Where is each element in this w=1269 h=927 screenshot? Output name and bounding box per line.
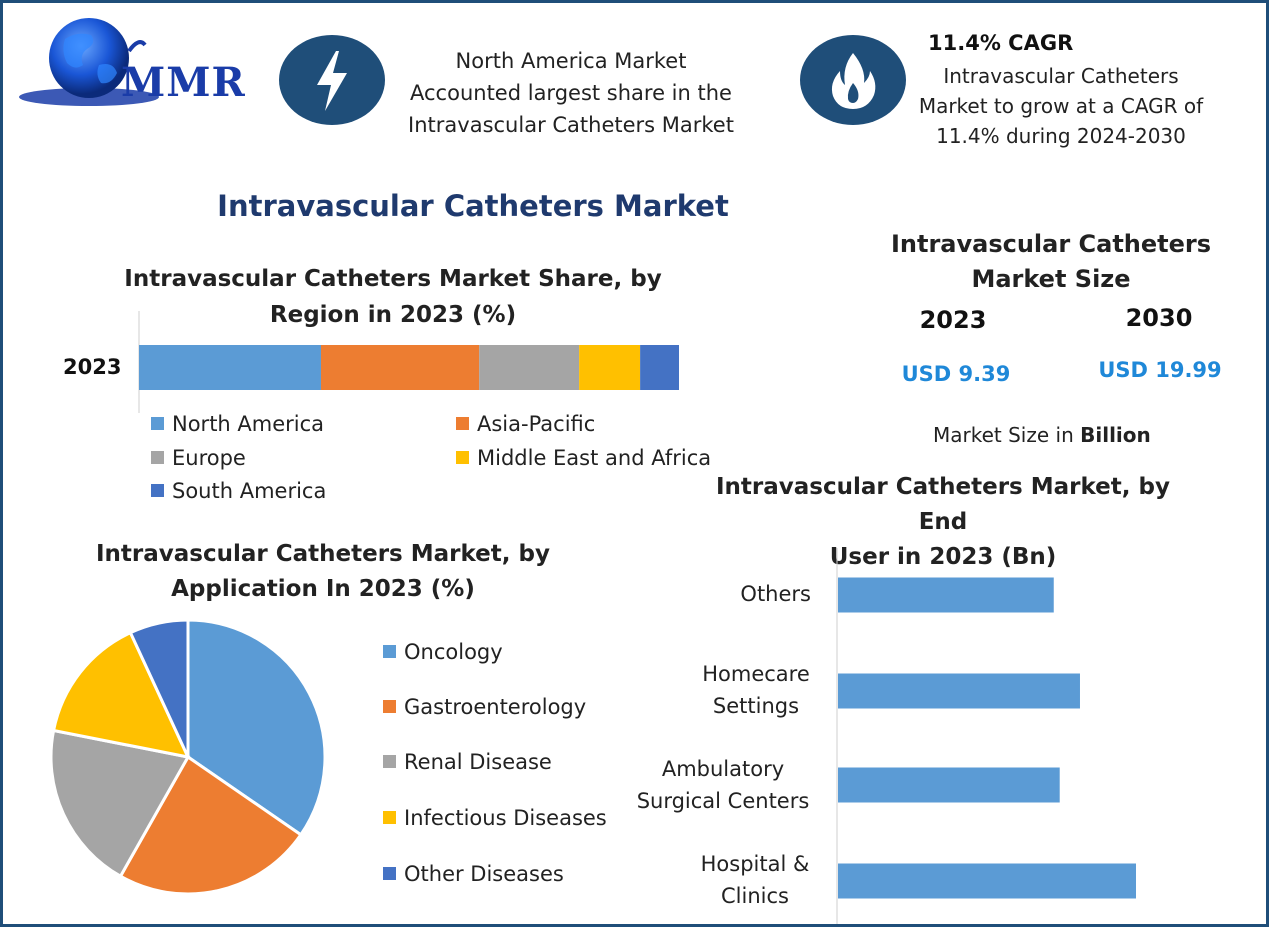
fire-icon (800, 35, 906, 125)
legend-label: South America (172, 479, 327, 503)
region-chart-title: Intravascular Catheters Market Share, by… (123, 261, 663, 333)
end-user-bar (838, 863, 1136, 899)
market-size-title-line2: Market Size (971, 265, 1131, 293)
legend-label: Middle East and Africa (477, 446, 712, 470)
bar-segment-asia-pacific (320, 345, 480, 390)
category-label-ambulatory: Ambulatory Surgical Centers (623, 753, 823, 817)
legend-label: Other Diseases (404, 862, 564, 886)
highlight-north-america: North America Market Accounted largest s… (381, 45, 761, 141)
bar-segment-south-america (640, 345, 679, 390)
category-label-line2: Settings (712, 694, 800, 718)
legend-gastroenterology: Gastroenterology (383, 695, 586, 719)
legend-swatch (383, 811, 396, 824)
legend-swatch (151, 484, 164, 497)
legend-swatch (383, 645, 396, 658)
legend-swatch (456, 451, 469, 464)
lightning-icon (279, 35, 385, 125)
highlight-cagr: Intravascular Catheters Market to grow a… (903, 61, 1219, 151)
highlight2-line3: 11.4% during 2024-2030 (936, 124, 1186, 148)
category-label-others: Others (611, 578, 811, 610)
category-label-homecare: Homecare Settings (611, 658, 901, 722)
application-title-line2: Application In 2023 (%) (171, 576, 475, 602)
highlight2-line2: Market to grow at a CAGR of (918, 94, 1204, 118)
market-size-2023-value: USD 9.39 (901, 362, 1011, 386)
end-user-bar (838, 767, 1060, 803)
year-2030: 2030 (1125, 304, 1193, 332)
legend-other-diseases: Other Diseases (383, 862, 564, 886)
globe-icon (19, 18, 159, 106)
pie-slice-other-diseases (128, 618, 190, 758)
highlight1-line3: Intravascular Catheters Market (408, 113, 734, 137)
pie-slice-gastroenterology (118, 754, 303, 896)
legend-swatch (151, 451, 164, 464)
end-user-title-line2: User in 2023 (Bn) (829, 544, 1057, 570)
market-size-unit: Market Size in Billion (933, 423, 1151, 447)
bar-segment-north-america (139, 345, 321, 390)
legend-label: Infectious Diseases (404, 806, 607, 830)
legend-asia-pacific: Asia-Pacific (456, 412, 595, 436)
pie-slice-infectious-diseases (51, 630, 191, 760)
unit-bold: Billion (1080, 423, 1151, 447)
year-2023: 2023 (919, 306, 987, 334)
region-stacked-bar-chart (138, 311, 679, 413)
category-label-line1: Ambulatory (661, 757, 785, 781)
category-label-line1: Hospital & (700, 852, 810, 876)
legend-infectious-diseases: Infectious Diseases (383, 806, 607, 830)
region-title-line2: Region in 2023 (%) (269, 302, 517, 328)
legend-label: Renal Disease (404, 750, 552, 774)
end-user-bar (838, 577, 1054, 613)
end-user-chart-title: Intravascular Catheters Market, by End U… (693, 470, 1193, 575)
pie-slice-renal-disease (49, 728, 191, 879)
legend-swatch (383, 867, 396, 880)
application-title-line1: Intravascular Catheters Market, by (96, 541, 550, 567)
category-label-line1: Others (740, 582, 811, 606)
bar-segment-europe (479, 345, 580, 390)
legend-label: Europe (172, 446, 246, 470)
legend-europe: Europe (151, 446, 246, 470)
legend-label: Asia-Pacific (477, 412, 596, 436)
category-label-line1: Homecare (702, 662, 810, 686)
end-user-bar (838, 673, 1080, 709)
end-user-title-line1: Intravascular Catheters Market, by End (716, 474, 1170, 535)
market-size-title: Intravascular Catheters Market Size (883, 227, 1219, 297)
unit-prefix: Market Size in (933, 423, 1074, 447)
bar-segment-middle-east-and-africa (579, 345, 641, 390)
mmr-logo (17, 11, 257, 111)
highlight1-line1: North America Market (455, 49, 687, 73)
application-pie-chart (49, 618, 327, 896)
region-category-label: 2023 (63, 355, 122, 379)
cagr-title: 11.4% CAGR (928, 31, 1074, 55)
region-title-line1: Intravascular Catheters Market Share, by (124, 266, 662, 292)
market-size-title-line1: Intravascular Catheters (890, 230, 1212, 258)
category-label-line2: Surgical Centers (636, 789, 810, 813)
market-size-2030-value: USD 19.99 (1098, 358, 1222, 382)
legend-renal-disease: Renal Disease (383, 750, 552, 774)
legend-swatch (383, 755, 396, 768)
legend-south-america: South America (151, 479, 326, 503)
highlight2-line1: Intravascular Catheters (943, 64, 1179, 88)
category-label-hospital: Hospital & Clinics (655, 848, 855, 912)
application-chart-title: Intravascular Catheters Market, by Appli… (63, 537, 583, 607)
legend-swatch (383, 700, 396, 713)
logo-text: MMR (121, 59, 246, 106)
end-user-bar-chart (836, 548, 1136, 924)
legend-middle-east-africa: Middle East and Africa (456, 446, 711, 470)
legend-label: Oncology (404, 640, 503, 664)
legend-north-america: North America (151, 412, 324, 436)
legend-label: North America (172, 412, 325, 436)
pie-slice-oncology (186, 618, 327, 837)
main-title: Intravascular Catheters Market (217, 189, 729, 223)
highlight1-line2: Accounted largest share in the (410, 81, 732, 105)
legend-swatch (456, 417, 469, 430)
category-label-line2: Clinics (721, 884, 789, 908)
legend-swatch (151, 417, 164, 430)
legend-oncology: Oncology (383, 640, 503, 664)
legend-label: Gastroenterology (404, 695, 587, 719)
